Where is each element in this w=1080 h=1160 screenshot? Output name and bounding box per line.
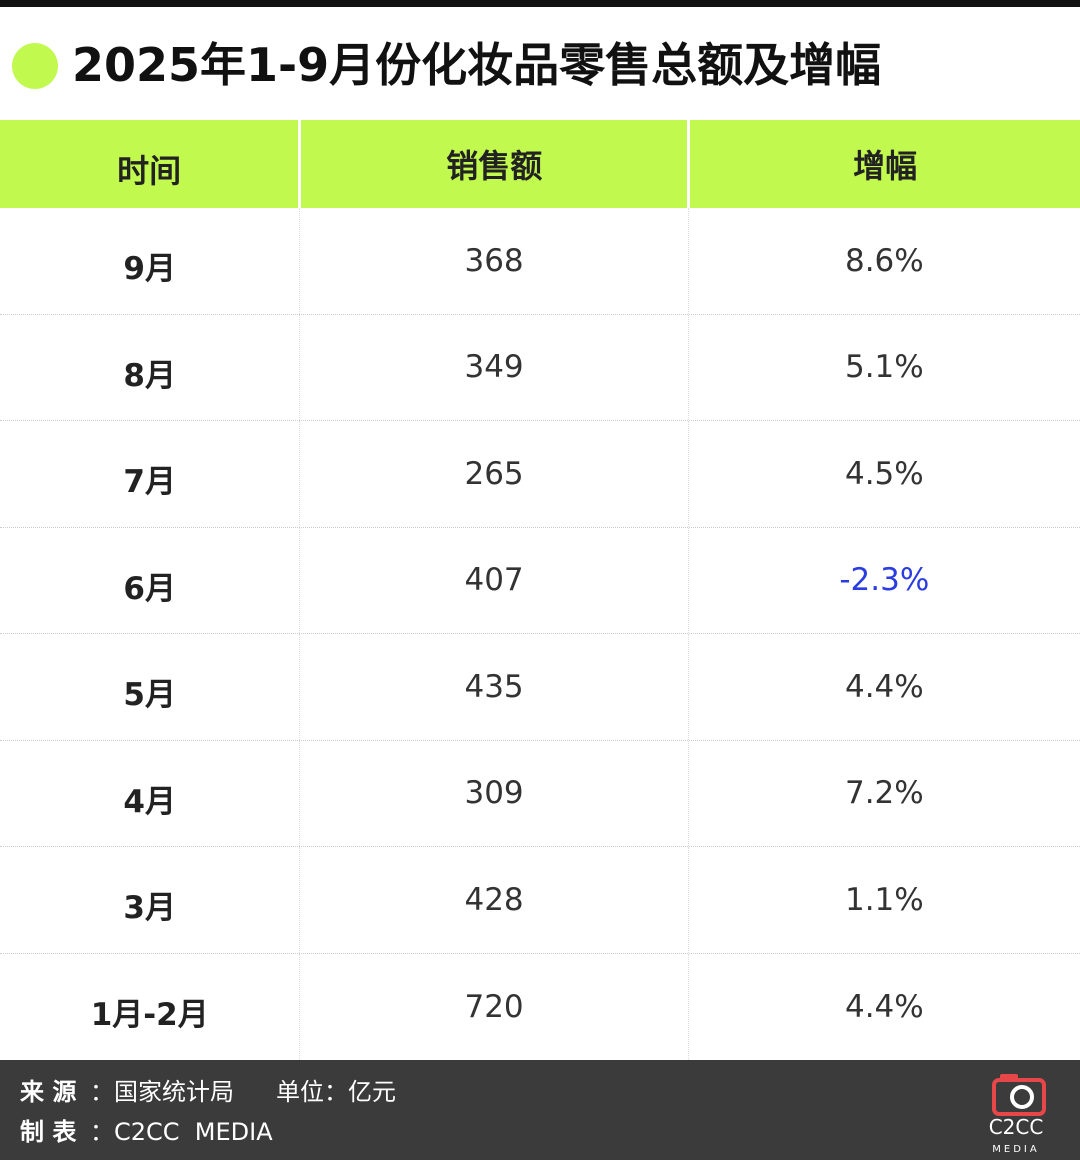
maker: ：C2CC MEDIA [90,1118,273,1146]
table-cell: 428 [299,847,687,953]
table-cell: 368 [299,208,687,314]
table-cell: 7.2% [687,740,1080,846]
table-body: 9月 368 8.6% 8月 349 5.1% 7月 265 4.5% 6月 407 -2.3% 5月 4… [0,208,1080,1060]
table-row: 3月 428 1.1% [0,847,1080,954]
top-bar [0,0,1080,7]
logo-lens [1010,1085,1034,1109]
maker-label: 制 表 [20,1118,77,1146]
table-row: 8月 349 5.1% [0,314,1080,421]
logo-name: C2CC [989,1115,1044,1139]
table-cell: 1.1% [687,847,1080,953]
table-cell: 4.4% [687,634,1080,740]
footer: 来 源 ：国家统计局 单位：亿元 制 表 ：C2CC MEDIA C2CC ME… [0,1060,1080,1160]
table-cell: 8.6% [687,208,1080,314]
table-cell: 3月 [123,890,176,927]
table-cell: 309 [299,740,687,846]
table-cell: -2.3% [687,527,1080,633]
table-cell: 4.5% [687,421,1080,527]
table-cell: 7月 [123,464,176,501]
column-header: 销售额 [298,120,687,208]
table-row: 4月 309 7.2% [0,740,1080,847]
table-cell: 1月-2月 [90,997,209,1034]
logo: C2CC MEDIA [989,1074,1046,1155]
column-header: 增幅 [687,120,1080,208]
table-cell: 4.4% [687,953,1080,1060]
title-area: 2025年1-9月份化妆品零售总额及增幅 [0,7,1080,120]
title-dot [12,43,58,89]
table: 时间 销售额 增幅 9月 368 8.6% 8月 349 5.1% 7月 265 4.5% 6月 407… [0,120,1080,1060]
table-row: 5月 435 4.4% [0,634,1080,741]
column-header: 时间 [117,152,182,190]
logo-camera-top [1000,1074,1018,1081]
unit: 单位：亿元 [276,1078,396,1106]
table-cell: 720 [299,953,687,1060]
table-cell: 265 [299,421,687,527]
logo-sub: MEDIA [992,1144,1039,1155]
table-cell: 4月 [123,783,176,820]
title: 2025年1-9月份化妆品零售总额及增幅 [72,38,882,92]
table-cell: 5.1% [687,314,1080,420]
table-cell: 349 [299,314,687,420]
header-row: 时间 销售额 增幅 [0,120,1080,208]
table-row: 7月 265 4.5% [0,421,1080,528]
table-row: 9月 368 8.6% [0,208,1080,315]
table-cell: 9月 [123,251,176,288]
source-label: 来 源 [20,1078,77,1106]
table-row: 6月 407 -2.3% [0,527,1080,634]
source: ：国家统计局 [90,1078,234,1106]
table-cell: 6月 [123,570,176,607]
table-cell: 8月 [123,357,176,394]
table-cell: 5月 [123,677,176,714]
table-cell: 407 [299,527,687,633]
table-row: 1月-2月 720 4.4% [0,953,1080,1060]
table-cell: 435 [299,634,687,740]
logo-camera [992,1078,1046,1116]
